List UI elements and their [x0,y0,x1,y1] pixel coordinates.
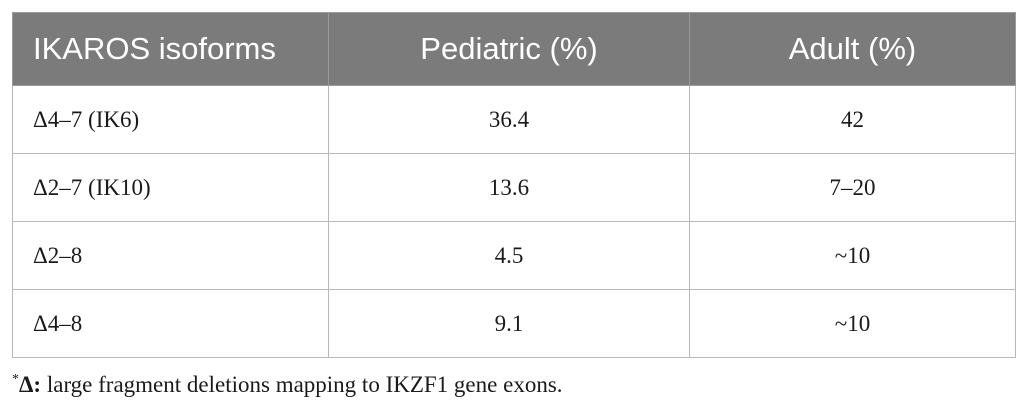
header-isoforms: IKAROS isoforms [12,12,329,86]
footnote-text: large fragment deletions mapping to IKZF… [41,372,563,397]
table-header: IKAROS isoforms Pediatric (%) Adult (%) [12,12,1016,86]
cell-pediatric: 13.6 [328,153,690,222]
table-body: Δ4–7 (IK6) 36.4 42 Δ2–7 (IK10) 13.6 7–20… [12,85,1016,358]
cell-pediatric: 9.1 [328,289,690,358]
cell-isoform: Δ2–8 [12,221,329,290]
cell-adult: 7–20 [689,153,1016,222]
table-row: Δ4–7 (IK6) 36.4 42 [12,85,1016,154]
cell-isoform: Δ2–7 (IK10) [12,153,329,222]
cell-adult: ~10 [689,221,1016,290]
cell-pediatric: 36.4 [328,85,690,154]
header-row: IKAROS isoforms Pediatric (%) Adult (%) [12,12,1016,86]
table-row: Δ4–8 9.1 ~10 [12,289,1016,358]
cell-adult: ~10 [689,289,1016,358]
footnote-symbol: Δ: [19,372,42,397]
cell-adult: 42 [689,85,1016,154]
header-adult: Adult (%) [689,12,1016,86]
cell-pediatric: 4.5 [328,221,690,290]
table-row: Δ2–8 4.5 ~10 [12,221,1016,290]
footnote-marker: * [12,372,19,387]
cell-isoform: Δ4–7 (IK6) [12,85,329,154]
cell-isoform: Δ4–8 [12,289,329,358]
isoform-table: IKAROS isoforms Pediatric (%) Adult (%) … [12,12,1016,358]
isoform-table-container: IKAROS isoforms Pediatric (%) Adult (%) … [12,12,1016,358]
table-footnote: *Δ: large fragment deletions mapping to … [12,372,563,398]
header-pediatric: Pediatric (%) [328,12,690,86]
table-row: Δ2–7 (IK10) 13.6 7–20 [12,153,1016,222]
